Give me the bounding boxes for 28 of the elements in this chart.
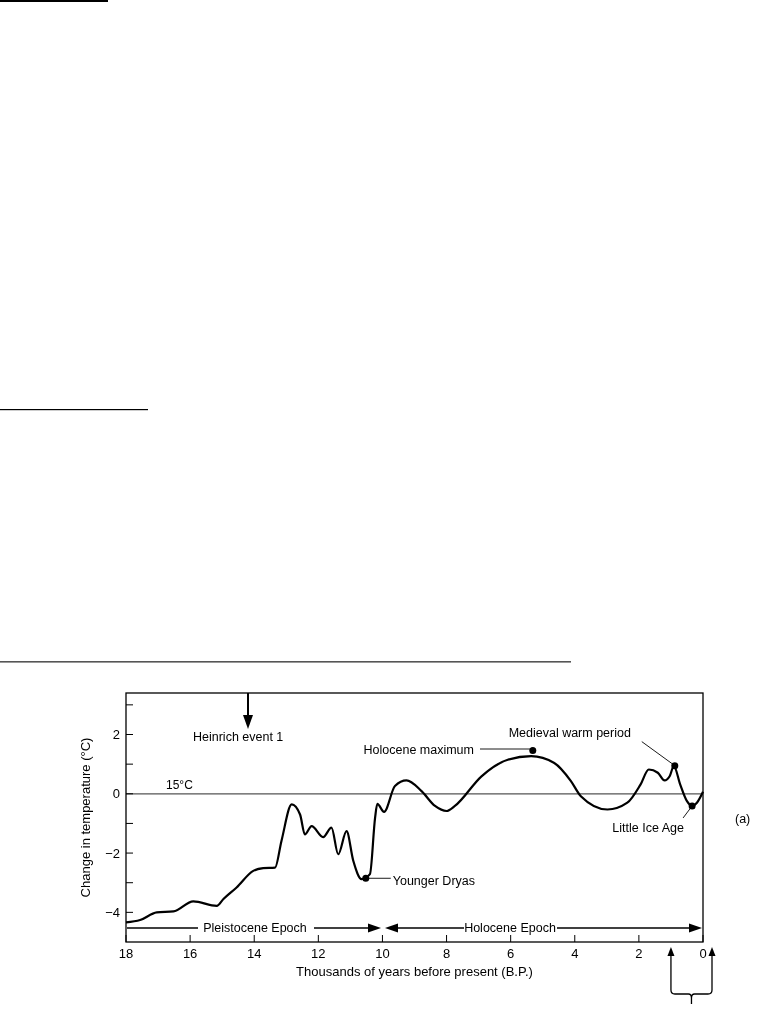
y-tick-label: 0 <box>112 786 120 802</box>
ref-line-label: 15°C <box>166 777 194 792</box>
y-axis-title: Change in temperature (°C) <box>78 737 93 898</box>
annotation: Little Ice Age <box>612 820 684 835</box>
point <box>529 747 537 755</box>
y-tick-label: 2 <box>112 727 120 742</box>
point <box>671 762 679 770</box>
x-tick-label: 4 <box>571 946 579 961</box>
x-tick-label: 8 <box>442 946 451 961</box>
x-axis-title: Thousands of years before present (B.P.) <box>296 964 533 979</box>
annotation: Holocene Epoch <box>464 921 556 935</box>
x-tick-label: 0 <box>699 946 707 961</box>
y-tick-label: −2 <box>105 845 120 861</box>
x-tick-label: 10 <box>375 946 390 961</box>
x-tick-label: 6 <box>507 946 515 961</box>
y-tick-label: −4 <box>105 904 120 920</box>
x-tick-label: 14 <box>246 946 262 961</box>
x-tick-label: 16 <box>182 946 198 961</box>
annotation: Holocene maximum <box>363 743 474 757</box>
annotation: Younger Dryas <box>392 874 476 889</box>
x-tick-label: 12 <box>311 946 326 961</box>
x-tick-label: 18 <box>118 946 134 961</box>
annotation: Medieval warm period <box>508 725 631 740</box>
x-tick-label: 2 <box>635 946 643 961</box>
text: (a) <box>735 812 751 826</box>
annotation: Pleistocene Epoch <box>203 921 307 935</box>
annotation: Heinrich event 1 <box>193 730 284 744</box>
point <box>362 874 370 882</box>
